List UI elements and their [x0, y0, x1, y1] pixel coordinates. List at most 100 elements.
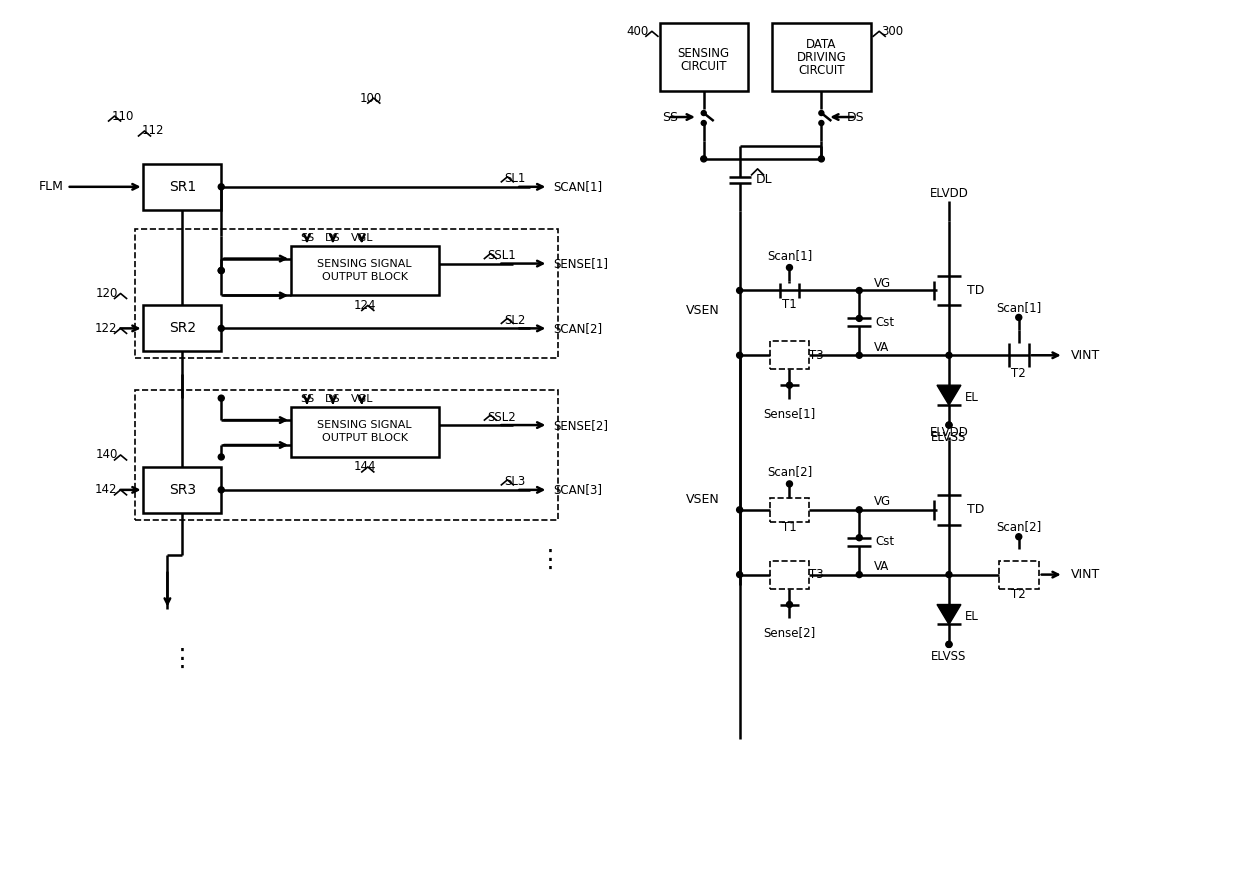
Circle shape	[1016, 534, 1022, 540]
Text: CIRCUIT: CIRCUIT	[681, 60, 727, 72]
Text: ELVDD: ELVDD	[930, 187, 968, 200]
Circle shape	[218, 487, 224, 493]
Text: Scan[1]: Scan[1]	[766, 249, 812, 262]
Text: DRIVING: DRIVING	[796, 51, 847, 63]
Circle shape	[786, 265, 792, 271]
Text: T1: T1	[782, 298, 797, 311]
Text: CIRCUIT: CIRCUIT	[799, 63, 844, 77]
Circle shape	[818, 121, 823, 125]
Bar	[660, 23, 748, 91]
Text: VG: VG	[874, 277, 892, 290]
Bar	[770, 498, 810, 522]
Circle shape	[857, 571, 862, 578]
Bar	[134, 229, 558, 358]
Text: VA: VA	[874, 341, 889, 354]
Text: SS: SS	[300, 394, 314, 404]
Text: VINT: VINT	[1070, 349, 1100, 362]
Text: ELVSS: ELVSS	[931, 650, 967, 662]
Text: TD: TD	[967, 284, 985, 297]
Circle shape	[1016, 315, 1022, 320]
Text: FLM: FLM	[38, 181, 63, 193]
Text: SL2: SL2	[505, 314, 526, 327]
Circle shape	[857, 507, 862, 513]
Text: 300: 300	[882, 25, 903, 38]
Bar	[144, 164, 221, 210]
Circle shape	[786, 602, 792, 608]
Text: 124: 124	[353, 299, 376, 312]
Bar	[291, 407, 439, 457]
Text: Scan[2]: Scan[2]	[996, 520, 1042, 533]
Circle shape	[737, 571, 743, 578]
Text: SSL2: SSL2	[487, 410, 516, 424]
Polygon shape	[937, 604, 961, 624]
Circle shape	[857, 316, 862, 321]
Circle shape	[218, 395, 224, 401]
Text: DS: DS	[846, 111, 864, 123]
Circle shape	[786, 383, 792, 388]
Text: ELVDD: ELVDD	[930, 426, 968, 439]
Circle shape	[946, 422, 952, 428]
Circle shape	[946, 422, 952, 428]
Text: VGL: VGL	[351, 394, 373, 404]
Text: SENSING SIGNAL: SENSING SIGNAL	[317, 258, 412, 268]
Circle shape	[218, 267, 224, 274]
Text: Scan[1]: Scan[1]	[996, 301, 1042, 314]
Text: T1: T1	[782, 521, 797, 535]
Text: DS: DS	[325, 394, 341, 404]
Text: SR2: SR2	[169, 321, 196, 335]
Text: 144: 144	[353, 460, 376, 474]
Text: 120: 120	[95, 287, 118, 300]
Text: 122: 122	[95, 322, 118, 335]
Text: T3: T3	[810, 568, 825, 581]
Text: DS: DS	[325, 232, 341, 242]
Text: VSEN: VSEN	[686, 304, 719, 317]
Text: EL: EL	[965, 391, 978, 404]
Circle shape	[702, 121, 707, 125]
Circle shape	[218, 267, 224, 274]
Circle shape	[857, 288, 862, 293]
Bar	[144, 306, 221, 351]
Text: DATA: DATA	[806, 38, 837, 51]
Circle shape	[818, 111, 823, 115]
Text: 400: 400	[626, 25, 649, 38]
Text: SS: SS	[300, 232, 314, 242]
Text: ⋮: ⋮	[170, 647, 195, 671]
Text: SCAN[2]: SCAN[2]	[553, 322, 603, 335]
Text: SS: SS	[662, 111, 678, 123]
Circle shape	[857, 352, 862, 358]
Text: OUTPUT BLOCK: OUTPUT BLOCK	[322, 433, 408, 443]
Text: 112: 112	[141, 124, 164, 138]
Circle shape	[218, 184, 224, 190]
Text: ELVSS: ELVSS	[931, 431, 967, 443]
Text: SR3: SR3	[169, 483, 196, 497]
Text: VINT: VINT	[1070, 568, 1100, 581]
Text: T3: T3	[810, 349, 825, 362]
Text: Scan[2]: Scan[2]	[766, 466, 812, 478]
Circle shape	[946, 641, 952, 647]
Circle shape	[946, 352, 952, 358]
Text: Cst: Cst	[875, 536, 894, 548]
Bar	[291, 246, 439, 296]
Circle shape	[218, 325, 224, 332]
Text: Cst: Cst	[875, 316, 894, 329]
Circle shape	[218, 454, 224, 460]
Text: 100: 100	[360, 91, 382, 105]
Text: SENSE[1]: SENSE[1]	[553, 257, 608, 270]
Text: SL3: SL3	[505, 476, 526, 488]
Bar	[770, 561, 810, 588]
Text: VSEN: VSEN	[686, 493, 719, 506]
Bar	[998, 561, 1039, 588]
Text: ⋮: ⋮	[538, 548, 563, 571]
Circle shape	[946, 641, 952, 647]
Text: OUTPUT BLOCK: OUTPUT BLOCK	[322, 272, 408, 282]
Text: SCAN[3]: SCAN[3]	[553, 484, 603, 496]
Circle shape	[857, 535, 862, 541]
Text: SSL1: SSL1	[487, 249, 516, 262]
Text: 110: 110	[112, 110, 134, 122]
Circle shape	[737, 352, 743, 358]
Bar	[144, 467, 221, 513]
Text: T2: T2	[1012, 367, 1027, 380]
Text: 142: 142	[95, 484, 118, 496]
Circle shape	[702, 111, 707, 115]
Circle shape	[946, 571, 952, 578]
